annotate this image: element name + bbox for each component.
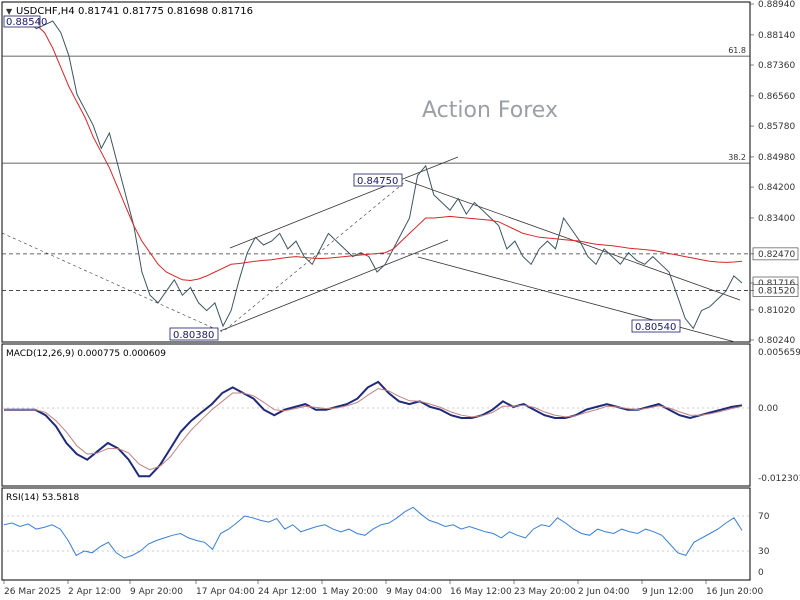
macd-y-tick-2: -0.012301: [758, 474, 800, 484]
x-tick-6: 9 May 04:00: [386, 587, 442, 597]
rsi-y-axis: 70 30 0: [758, 512, 770, 578]
x-tick-1: 2 Apr 12:00: [68, 587, 121, 597]
y-tick-4: 0.85780: [758, 122, 795, 132]
price-annotations: 0.88540 0.84750 0.80380 0.80540: [3, 15, 681, 341]
y-tick-2: 0.87360: [758, 61, 795, 71]
symbol-label: USDCHF,H4: [16, 6, 75, 17]
main-y-axis: 0.88940 0.88140 0.87360 0.86560 0.85780 0.849…: [750, 0, 799, 346]
x-tick-5: 1 May 20:00: [322, 587, 378, 597]
x-tick-8: 23 May 20:00: [514, 587, 576, 597]
y-tick-5: 0.84980: [758, 153, 795, 163]
x-tick-2: 9 Apr 20:00: [130, 587, 183, 597]
x-tick-4: 24 Apr 12:00: [258, 587, 317, 597]
y-tick-0: 0.88940: [758, 0, 795, 10]
signal-series: [4, 388, 743, 471]
annotation-0-80540: 0.80540: [635, 322, 676, 333]
y-tick-1: 0.88140: [758, 31, 795, 41]
x-tick-11: 16 Jun 20:00: [706, 587, 763, 597]
channel-mid-dashed: [224, 181, 406, 331]
horizontal-levels: 61.8 38.2: [2, 46, 750, 291]
level-label-1: 38.2: [728, 153, 746, 162]
macd-y-tick-0: 0.005659: [758, 348, 800, 358]
macd-title: MACD(12,26,9) 0.000775 0.000609: [6, 349, 166, 359]
y-tick-10: 0.81520: [758, 287, 795, 297]
channel-lower-line: [219, 239, 449, 332]
annotation-high-start: 0.88540: [6, 17, 47, 28]
ohlc-values: 0.81741 0.81775 0.81698 0.81716: [78, 6, 253, 17]
y-tick-11: 0.81020: [758, 306, 795, 316]
annotation-0-80380: 0.80380: [173, 330, 214, 341]
chart-header: ▼ USDCHF,H4 0.81741 0.81775 0.81698 0.81…: [6, 6, 253, 17]
decline-dashed-line: [1, 232, 223, 333]
x-tick-10: 9 Jun 12:00: [642, 587, 694, 597]
macd-y-tick-1: 0.00: [758, 404, 778, 414]
rsi-series: [3, 506, 743, 559]
macd-panel: [1, 343, 751, 487]
price-series: [3, 16, 743, 330]
x-tick-0: 26 Mar 2025: [4, 587, 61, 597]
x-tick-3: 17 Apr 04:00: [196, 587, 255, 597]
y-tick-7: 0.83400: [758, 214, 795, 224]
y-tick-8: 0.82470: [758, 250, 795, 260]
y-tick-12: 0.80240: [758, 336, 795, 346]
annotation-0-84750: 0.84750: [357, 176, 398, 187]
level-label-0: 61.8: [728, 46, 746, 55]
main-panel: [1, 1, 751, 343]
rsi-y-tick-1: 30: [758, 547, 770, 557]
y-tick-9: 0.81716: [758, 279, 795, 289]
rsi-y-tick-0: 70: [758, 512, 770, 522]
rsi-title: RSI(14) 53.5818: [6, 493, 79, 503]
y-tick-6: 0.84200: [758, 183, 795, 193]
macd-y-axis: 0.005659 0.00 -0.012301: [758, 348, 800, 484]
watermark: Action Forex: [422, 98, 558, 123]
y-tick-3: 0.86560: [758, 92, 795, 102]
x-axis: 26 Mar 2025 2 Apr 12:00 9 Apr 20:00 17 Apr …: [3, 580, 763, 597]
rsi-y-tick-2: 0: [758, 568, 764, 578]
dropdown-arrow-icon[interactable]: ▼: [6, 7, 13, 16]
descending-lower-line: [417, 256, 736, 343]
moving-average-series: [3, 18, 743, 282]
x-tick-9: 2 Jun 04:00: [578, 587, 630, 597]
x-tick-7: 16 May 12:00: [450, 587, 512, 597]
rsi-panel: [1, 487, 751, 581]
